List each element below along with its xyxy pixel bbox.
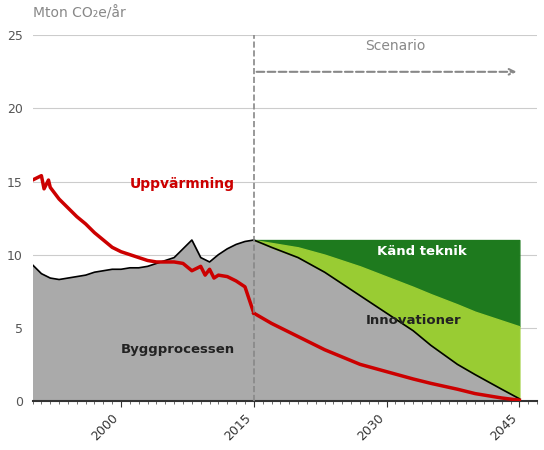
Text: Uppvärmning: Uppvärmning: [130, 177, 235, 191]
Text: Scenario: Scenario: [365, 39, 425, 53]
Text: Känd teknik: Känd teknik: [377, 245, 467, 258]
Text: Mton CO₂e/år: Mton CO₂e/år: [33, 6, 125, 21]
Text: Innovationer: Innovationer: [366, 314, 461, 327]
Text: Byggprocessen: Byggprocessen: [121, 343, 235, 356]
